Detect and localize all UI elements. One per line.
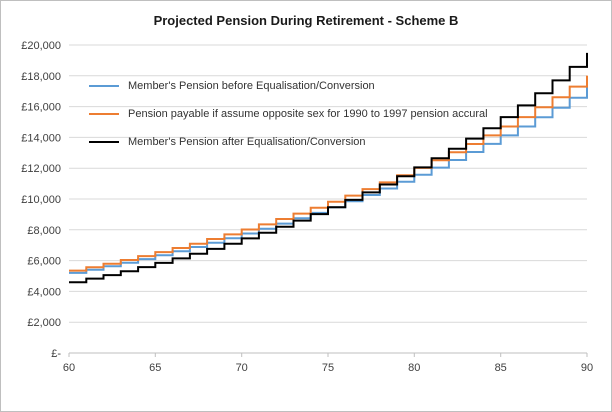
legend-item-after-equalisation: Member's Pension after Equalisation/Conv… [89, 135, 488, 148]
x-tick-label: 70 [236, 362, 248, 374]
y-tick-label: £12,000 [21, 163, 61, 175]
x-tick-label: 65 [149, 362, 161, 374]
legend-label: Member's Pension before Equalisation/Con… [128, 79, 375, 92]
legend-swatch [89, 140, 119, 143]
y-tick-label: £14,000 [21, 132, 61, 144]
y-tick-label: £6,000 [27, 256, 61, 268]
legend-label: Member's Pension after Equalisation/Conv… [128, 135, 366, 148]
legend-label: Pension payable if assume opposite sex f… [128, 107, 488, 120]
y-tick-label: £20,000 [21, 40, 61, 52]
y-tick-label: £4,000 [27, 286, 61, 298]
legend: Member's Pension before Equalisation/Con… [89, 79, 488, 163]
legend-item-before-equalisation: Member's Pension before Equalisation/Con… [89, 79, 488, 92]
legend-swatch [89, 112, 119, 115]
series-line [69, 52, 588, 284]
y-tick-label: £16,000 [21, 102, 61, 114]
x-tick-label: 60 [63, 362, 75, 374]
x-tick-label: 90 [581, 362, 593, 374]
y-tick-label: £10,000 [21, 194, 61, 206]
y-tick-label: £8,000 [27, 225, 61, 237]
y-tick-label: £18,000 [21, 71, 61, 83]
y-tick-label: £- [51, 348, 61, 360]
x-tick-label: 80 [408, 362, 420, 374]
legend-item-opposite-sex: Pension payable if assume opposite sex f… [89, 107, 488, 120]
x-tick-label: 75 [322, 362, 334, 374]
legend-swatch [89, 84, 119, 87]
x-tick-label: 85 [495, 362, 507, 374]
chart-title: Projected Pension During Retirement - Sc… [153, 13, 459, 28]
y-tick-label: £2,000 [27, 317, 61, 329]
